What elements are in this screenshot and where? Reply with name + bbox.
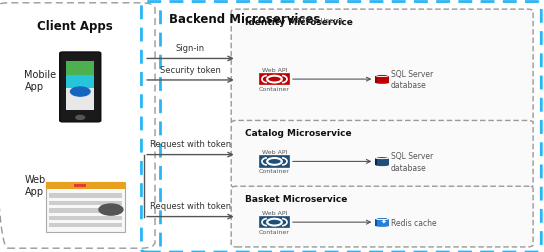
Text: Sign-in: Sign-in — [176, 44, 205, 53]
FancyBboxPatch shape — [375, 76, 378, 83]
FancyBboxPatch shape — [231, 10, 533, 123]
Circle shape — [267, 76, 282, 83]
Text: Mobile
App: Mobile App — [24, 70, 57, 91]
FancyBboxPatch shape — [375, 76, 389, 83]
Text: Basket Microservice: Basket Microservice — [245, 194, 347, 203]
Text: Backend Microservices: Backend Microservices — [169, 13, 320, 25]
Text: SQL Server
database: SQL Server database — [391, 151, 433, 172]
Text: Web API: Web API — [262, 150, 287, 155]
Text: Container: Container — [259, 87, 290, 92]
FancyBboxPatch shape — [259, 75, 289, 85]
FancyBboxPatch shape — [49, 223, 122, 227]
Text: Security token: Security token — [160, 65, 221, 74]
Circle shape — [267, 158, 282, 165]
FancyBboxPatch shape — [375, 218, 378, 226]
FancyBboxPatch shape — [259, 156, 289, 167]
Ellipse shape — [375, 157, 389, 159]
Text: Identity Microservice: Identity Microservice — [245, 18, 353, 27]
Ellipse shape — [375, 164, 389, 167]
Text: Web
App: Web App — [24, 174, 46, 196]
FancyBboxPatch shape — [46, 183, 125, 232]
Text: Web API: Web API — [262, 68, 287, 73]
Circle shape — [71, 88, 90, 97]
FancyBboxPatch shape — [46, 183, 125, 189]
FancyBboxPatch shape — [49, 208, 122, 213]
FancyBboxPatch shape — [66, 76, 94, 89]
FancyBboxPatch shape — [66, 62, 94, 76]
FancyBboxPatch shape — [375, 158, 389, 166]
Text: Request with token: Request with token — [150, 201, 231, 210]
Ellipse shape — [375, 225, 389, 227]
Text: Request with token: Request with token — [150, 140, 231, 149]
Circle shape — [99, 204, 123, 215]
FancyBboxPatch shape — [231, 186, 533, 247]
Text: Client Apps: Client Apps — [37, 20, 113, 33]
Ellipse shape — [375, 217, 389, 219]
FancyBboxPatch shape — [49, 201, 122, 205]
FancyBboxPatch shape — [60, 53, 101, 122]
Ellipse shape — [375, 82, 389, 84]
Circle shape — [76, 116, 85, 120]
Text: Catalog Microservice: Catalog Microservice — [245, 129, 351, 138]
Circle shape — [267, 219, 282, 226]
Text: SQL Server
database: SQL Server database — [391, 69, 433, 90]
FancyBboxPatch shape — [49, 216, 122, 220]
FancyBboxPatch shape — [49, 193, 122, 198]
Text: ✦: ✦ — [380, 218, 386, 224]
Text: Web API: Web API — [262, 210, 287, 215]
Ellipse shape — [375, 75, 389, 77]
FancyBboxPatch shape — [259, 217, 289, 228]
Text: Container: Container — [259, 229, 290, 234]
FancyBboxPatch shape — [375, 158, 378, 166]
FancyBboxPatch shape — [231, 121, 533, 188]
Text: Redis cache: Redis cache — [391, 218, 436, 227]
FancyBboxPatch shape — [66, 62, 94, 111]
FancyBboxPatch shape — [74, 184, 86, 188]
Text: Container: Container — [259, 169, 290, 174]
FancyBboxPatch shape — [375, 218, 389, 226]
Text: (STS + Users): (STS + Users) — [292, 18, 342, 24]
